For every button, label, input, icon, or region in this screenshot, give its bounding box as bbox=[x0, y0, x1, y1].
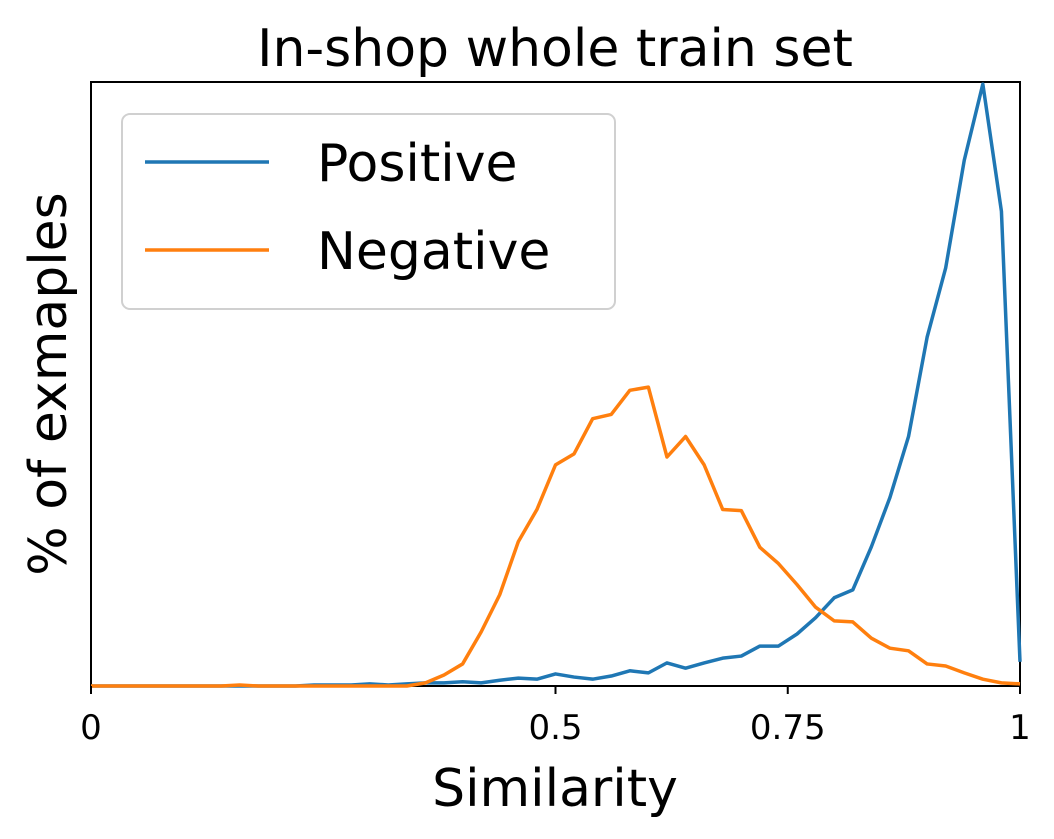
legend: Positive Negative bbox=[121, 113, 616, 310]
series-line-negative bbox=[91, 385, 1021, 688]
x-tick-label: 0.75 bbox=[750, 708, 826, 748]
chart-title: In-shop whole train set bbox=[257, 19, 853, 79]
y-axis-label: % of exmaples bbox=[19, 192, 79, 576]
x-tick-label: 1 bbox=[1009, 708, 1031, 748]
x-axis-ticks: 0 0.5 0.75 1 bbox=[80, 686, 1031, 748]
x-tick-label: 0.5 bbox=[528, 708, 582, 748]
x-axis-label: Similarity bbox=[432, 759, 678, 819]
x-tick-label: 0 bbox=[80, 708, 102, 748]
legend-label-negative: Negative bbox=[317, 222, 550, 282]
series-group bbox=[91, 82, 1022, 688]
legend-label-positive: Positive bbox=[317, 134, 517, 194]
